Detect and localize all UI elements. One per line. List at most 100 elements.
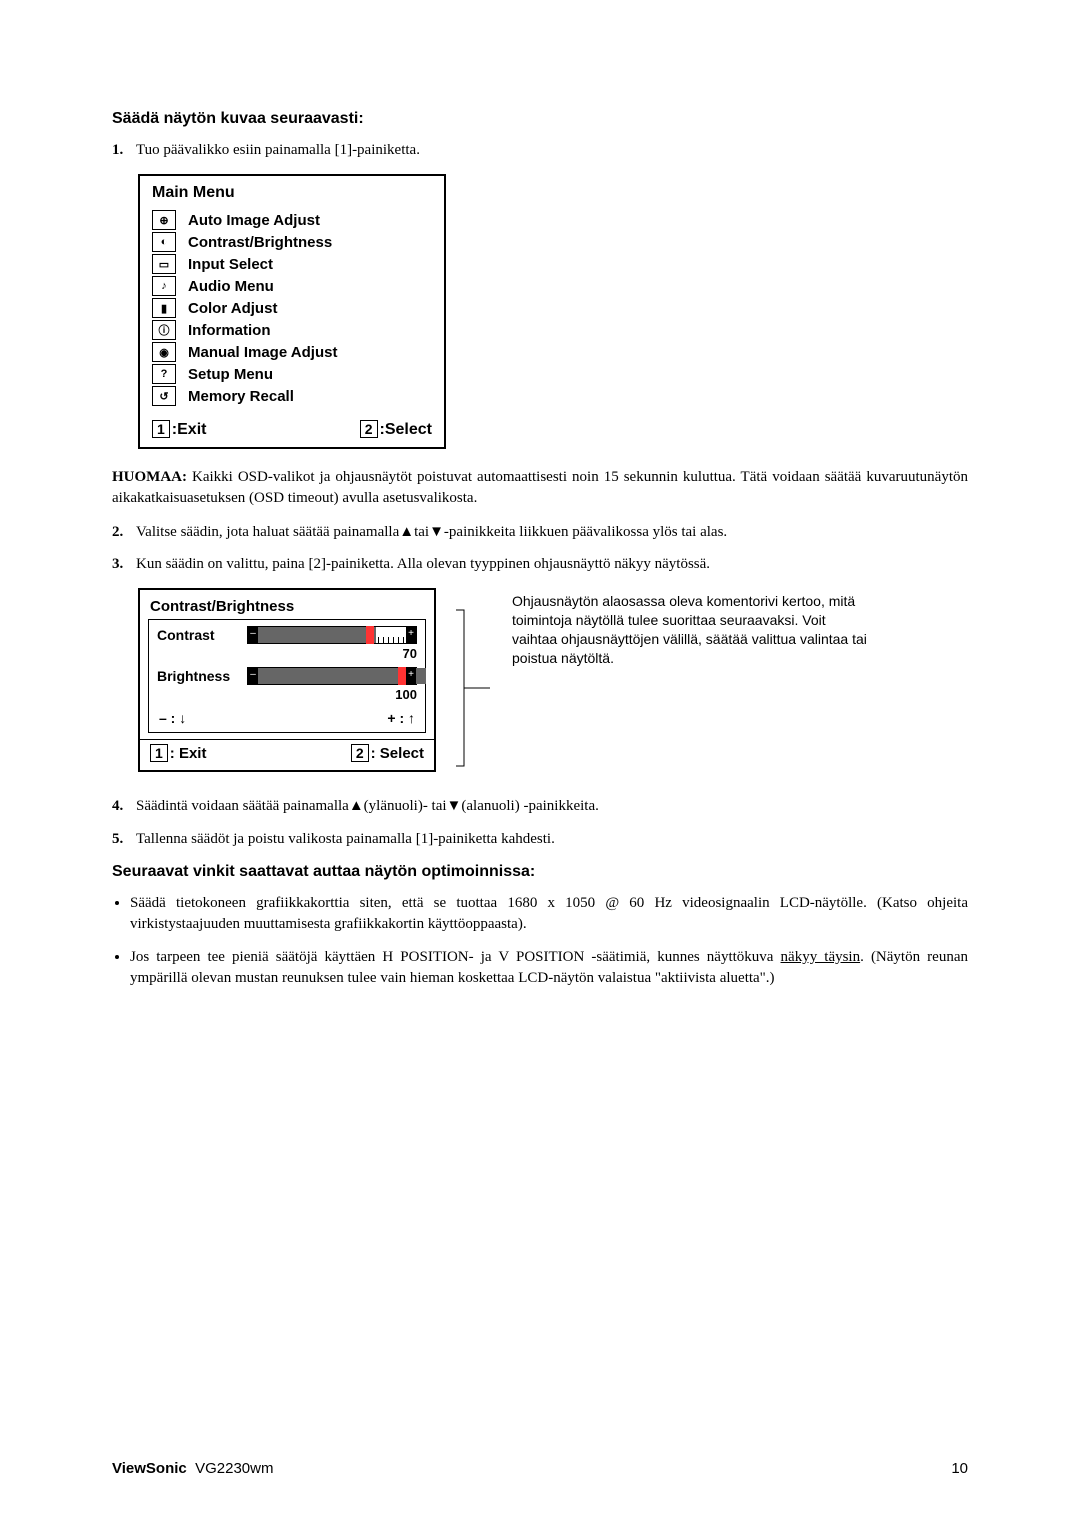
key-2: 2 (360, 420, 378, 438)
color-adjust-icon: ▮ (152, 298, 176, 318)
tip-2a: Jos tarpeen tee pieniä säätöjä käyttäen … (130, 949, 781, 965)
osd-contrast-brightness: Contrast/Brightness Contrast – + 70 Brig… (138, 588, 436, 772)
cb-legend: – : ↓ + : ↑ (157, 708, 417, 728)
menu-item-setup[interactable]: ? Setup Menu (152, 364, 432, 384)
menu-item-color[interactable]: ▮ Color Adjust (152, 298, 432, 318)
manual-image-icon: ◉ (152, 342, 176, 362)
contrast-fill (258, 627, 376, 643)
key-1: 1 (152, 420, 170, 438)
footer-brand: ViewSonic (112, 1460, 187, 1477)
steps-list-2: 2.Valitse säädin, jota haluat säätää pai… (112, 522, 968, 575)
information-icon: ⓘ (152, 320, 176, 340)
step-1-num: 1. (112, 140, 136, 160)
menu-item-label: Input Select (188, 256, 273, 273)
step-3-text: Kun säädin on valittu, paina [2]-painike… (136, 556, 710, 572)
cb-exit-hint: 1: Exit (150, 744, 206, 762)
contrast-icon: ◐ (152, 232, 176, 252)
tip-2: Jos tarpeen tee pieniä säätöjä käyttäen … (130, 947, 968, 989)
footer-model: VG2230wm (195, 1460, 273, 1477)
menu-item-label: Color Adjust (188, 300, 277, 317)
cb-row-brightness: Brightness – + (157, 667, 417, 685)
step-4: 4.Säädintä voidaan säätää painamalla▲(yl… (112, 796, 968, 816)
contrast-value: 70 (157, 646, 417, 661)
brightness-slider[interactable]: – + (247, 667, 417, 685)
cb-exit-label: : Exit (170, 745, 207, 762)
footer-pagenum: 10 (951, 1460, 968, 1477)
step-4-text: Säädintä voidaan säätää painamalla▲(ylän… (136, 798, 599, 814)
select-label: :Select (380, 421, 432, 438)
contrast-knob[interactable] (366, 626, 374, 644)
slider-cap-plus: + (406, 668, 416, 684)
menu-item-auto-image[interactable]: ⊕ Auto Image Adjust (152, 210, 432, 230)
step-3: 3.Kun säädin on valittu, paina [2]-paini… (112, 554, 968, 574)
step-5-num: 5. (112, 829, 136, 849)
osd-main-menu-footer: 1:Exit 2:Select (140, 414, 444, 447)
memory-recall-icon: ↺ (152, 386, 176, 406)
step-2-num: 2. (112, 522, 136, 542)
key-2: 2 (351, 744, 369, 762)
menu-item-label: Manual Image Adjust (188, 344, 337, 361)
osd-main-menu-title: Main Menu (140, 176, 444, 208)
cb-row-contrast: Contrast – + (157, 626, 417, 644)
heading-tips: Seuraavat vinkit saattavat auttaa näytön… (112, 863, 968, 881)
cb-footer: 1: Exit 2: Select (140, 739, 434, 770)
footer-left: ViewSonic VG2230wm (112, 1460, 273, 1477)
step-2-text: Valitse säädin, jota haluat säätää paina… (136, 524, 727, 540)
legend-plus: + : ↑ (387, 710, 415, 726)
brightness-label: Brightness (157, 668, 247, 684)
key-1: 1 (150, 744, 168, 762)
step-4-num: 4. (112, 796, 136, 816)
setup-icon: ? (152, 364, 176, 384)
callout-bracket (456, 598, 492, 772)
notice-text: Kaikki OSD-valikot ja ohjausnäytöt poist… (112, 469, 968, 505)
menu-item-manual[interactable]: ◉ Manual Image Adjust (152, 342, 432, 362)
osd-main-menu: Main Menu ⊕ Auto Image Adjust ◐ Contrast… (138, 174, 446, 449)
menu-item-label: Memory Recall (188, 388, 294, 405)
menu-item-label: Information (188, 322, 271, 339)
menu-item-memory[interactable]: ↺ Memory Recall (152, 386, 432, 406)
tip-1: Säädä tietokoneen grafiikkakorttia siten… (130, 893, 968, 935)
cb-select-label: : Select (371, 745, 424, 762)
brightness-knob[interactable] (398, 667, 406, 685)
contrast-label: Contrast (157, 627, 247, 643)
menu-item-input[interactable]: ▭ Input Select (152, 254, 432, 274)
input-select-icon: ▭ (152, 254, 176, 274)
document-page: Säädä näytön kuvaa seuraavasti: 1.Tuo pä… (0, 0, 1080, 1527)
exit-label: :Exit (172, 421, 207, 438)
steps-list-3: 4.Säädintä voidaan säätää painamalla▲(yl… (112, 796, 968, 849)
menu-item-contrast[interactable]: ◐ Contrast/Brightness (152, 232, 432, 252)
menu-item-label: Auto Image Adjust (188, 212, 320, 229)
notice-lead: HUOMAA: (112, 469, 187, 485)
menu-item-information[interactable]: ⓘ Information (152, 320, 432, 340)
select-hint: 2:Select (360, 420, 432, 439)
auto-image-icon: ⊕ (152, 210, 176, 230)
step-3-num: 3. (112, 554, 136, 574)
step-1-text: Tuo päävalikko esiin painamalla [1]-pain… (136, 142, 420, 158)
step-2: 2.Valitse säädin, jota haluat säätää pai… (112, 522, 968, 542)
step-5-text: Tallenna säädöt ja poistu valikosta pain… (136, 831, 555, 847)
notice-paragraph: HUOMAA: Kaikki OSD-valikot ja ohjausnäyt… (112, 467, 968, 508)
exit-hint: 1:Exit (152, 420, 206, 439)
tips-list: Säädä tietokoneen grafiikkakorttia siten… (112, 893, 968, 989)
legend-minus: – : ↓ (159, 710, 186, 726)
heading-adjust: Säädä näytön kuvaa seuraavasti: (112, 110, 968, 128)
page-footer: ViewSonic VG2230wm 10 (112, 1460, 968, 1477)
steps-list: 1.Tuo päävalikko esiin painamalla [1]-pa… (112, 140, 968, 160)
contrast-slider[interactable]: – + (247, 626, 417, 644)
step-1: 1.Tuo päävalikko esiin painamalla [1]-pa… (112, 140, 968, 160)
osd-cb-wrap: Contrast/Brightness Contrast – + 70 Brig… (138, 588, 968, 772)
tip-2-underlined: näkyy täysin (781, 949, 861, 965)
menu-item-label: Audio Menu (188, 278, 274, 295)
brightness-value: 100 (157, 687, 417, 702)
step-5: 5.Tallenna säädöt ja poistu valikosta pa… (112, 829, 968, 849)
menu-item-label: Setup Menu (188, 366, 273, 383)
cb-title: Contrast/Brightness (140, 590, 434, 619)
menu-item-label: Contrast/Brightness (188, 234, 332, 251)
audio-icon: ♪ (152, 276, 176, 296)
cb-select-hint: 2: Select (351, 744, 424, 762)
cb-body: Contrast – + 70 Brightness – (148, 619, 426, 733)
menu-item-audio[interactable]: ♪ Audio Menu (152, 276, 432, 296)
callout-text: Ohjausnäytön alaosassa oleva komentorivi… (512, 592, 872, 668)
slider-cap-plus: + (406, 627, 416, 643)
osd-main-menu-items: ⊕ Auto Image Adjust ◐ Contrast/Brightnes… (140, 210, 444, 414)
